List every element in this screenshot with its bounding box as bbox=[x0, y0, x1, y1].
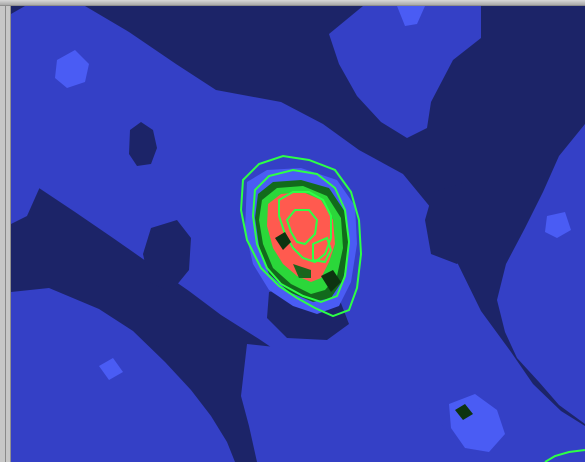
mid-blue-region-right bbox=[497, 124, 585, 424]
left-ruler bbox=[0, 6, 11, 462]
mid-blue-region-bottom-center bbox=[241, 344, 477, 462]
middle-contour-line bbox=[251, 168, 351, 304]
dark-blue-spot-right bbox=[425, 182, 487, 264]
core-dark-notch bbox=[293, 264, 311, 278]
bottom-right-contour-fragment bbox=[544, 449, 585, 462]
object-dark-accent-2 bbox=[321, 270, 341, 292]
core-contour-line bbox=[285, 209, 319, 246]
mid-blue-region-lower-left bbox=[11, 288, 235, 462]
object-dark-accent-1 bbox=[275, 232, 291, 250]
bottom-right-dark-mark bbox=[455, 404, 473, 420]
contour-image bbox=[11, 6, 585, 462]
mid-blue-region-right-top bbox=[329, 6, 481, 138]
light-blue-spot-bottom-left bbox=[99, 358, 123, 380]
small-contour-line-lower bbox=[312, 236, 333, 264]
image-canvas-panel[interactable] bbox=[11, 6, 585, 462]
light-blue-spot-top-left bbox=[55, 50, 89, 88]
light-blue-spot-right-middle bbox=[545, 212, 571, 238]
light-blue-spot-top-center bbox=[397, 6, 425, 26]
dark-blue-spot-upper bbox=[129, 122, 157, 166]
outer-contour-line bbox=[239, 154, 363, 318]
top-ruler bbox=[0, 0, 585, 6]
dark-blue-spot-center-left bbox=[143, 220, 191, 292]
mid-blue-region-left-strip bbox=[11, 118, 47, 224]
